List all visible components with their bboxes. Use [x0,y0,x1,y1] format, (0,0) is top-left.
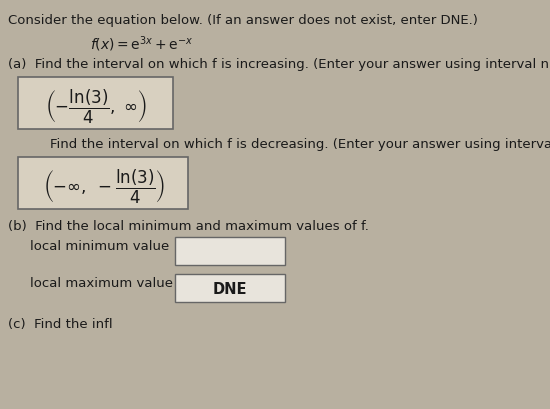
Text: $\left(-\infty,\ -\dfrac{\ln(3)}{4}\right)$: $\left(-\infty,\ -\dfrac{\ln(3)}{4}\righ… [43,168,165,206]
Text: local maximum value: local maximum value [30,276,173,289]
Text: Find the interval on which f is decreasing. (Enter your answer using interval no: Find the interval on which f is decreasi… [50,138,550,151]
Bar [18,157,188,209]
Text: (b)  Find the local minimum and maximum values of f.: (b) Find the local minimum and maximum v… [8,220,369,232]
Text: local minimum value: local minimum value [30,239,169,252]
Text: DNE: DNE [213,282,248,297]
Bar [18,78,173,130]
Bar [175,237,285,265]
Text: (a)  Find the interval on which f is increasing. (Enter your answer using interv: (a) Find the interval on which f is incr… [8,58,549,71]
Text: $f(x) = \mathrm{e}^{3x} + \mathrm{e}^{-x}$: $f(x) = \mathrm{e}^{3x} + \mathrm{e}^{-x… [90,34,194,54]
Bar [175,274,285,302]
Text: $\left(-\dfrac{\ln(3)}{4},\ \infty\right)$: $\left(-\dfrac{\ln(3)}{4},\ \infty\right… [45,88,147,126]
Text: Consider the equation below. (If an answer does not exist, enter DNE.): Consider the equation below. (If an answ… [8,14,478,27]
Text: (c)  Find the infl: (c) Find the infl [8,317,113,330]
